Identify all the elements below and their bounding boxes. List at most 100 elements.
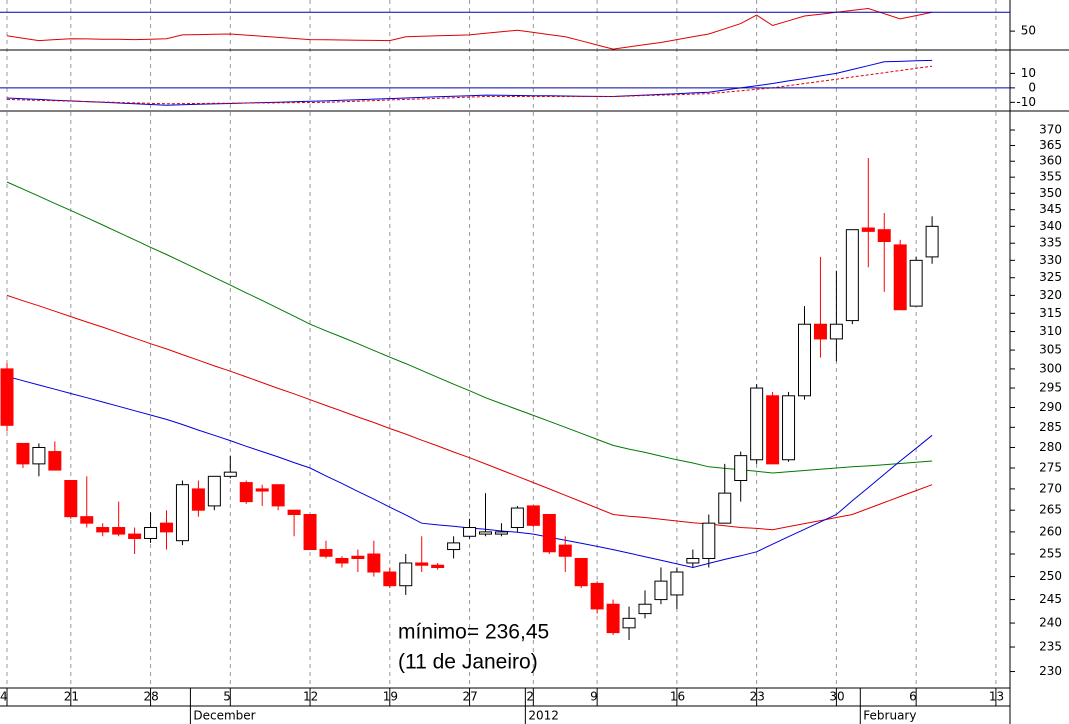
x-tick-label: 16 [670, 690, 685, 704]
y-tick-label: 335 [1039, 236, 1062, 250]
month-label: 2012 [528, 709, 559, 723]
candle-body [654, 580, 668, 601]
x-tick-label: 13 [989, 690, 1004, 704]
y-tick-label: 325 [1039, 270, 1062, 284]
candle-body [415, 562, 429, 566]
y-tick-label: 10 [1021, 66, 1036, 80]
month-label: December [193, 709, 255, 723]
candle-body [431, 564, 445, 568]
y-tick-label: 280 [1039, 440, 1062, 454]
y-tick-label: 340 [1039, 219, 1062, 233]
y-tick-label: 330 [1039, 253, 1062, 267]
y-tick-label: 260 [1039, 524, 1062, 538]
x-tick-label: 2 [526, 690, 534, 704]
y-tick-label: 250 [1039, 569, 1062, 583]
x-tick-label: 9 [590, 690, 598, 704]
candle-body [367, 553, 381, 573]
y-tick-label: 290 [1039, 400, 1062, 414]
candle-body [734, 455, 748, 481]
y-tick-label: 350 [1039, 186, 1062, 200]
candle-body [335, 557, 349, 564]
y-tick-label: 355 [1039, 170, 1062, 184]
candle-body [175, 484, 189, 542]
candle-body [383, 571, 397, 587]
candle-body [16, 442, 30, 465]
candle-body [239, 482, 253, 503]
candle-body [223, 471, 237, 477]
candle-body [718, 492, 732, 524]
candle-body [32, 446, 46, 465]
line-series [6, 65, 933, 105]
candle-body [686, 557, 700, 564]
candle-body [207, 475, 221, 507]
candle-body [510, 507, 524, 529]
candle-body [782, 395, 796, 461]
candle-body [144, 527, 158, 539]
candle-body [670, 571, 684, 596]
y-tick-label: -10 [1016, 95, 1036, 109]
x-tick-label: 6 [909, 690, 917, 704]
candle-body [798, 323, 811, 397]
candle-body [399, 562, 413, 587]
candle-body [877, 229, 891, 243]
candle-body [80, 516, 94, 524]
x-tick-label: 12 [303, 690, 318, 704]
candle-body [319, 549, 333, 557]
line-series [6, 7, 933, 50]
candle-body [925, 225, 939, 258]
grid-layer [6, 0, 997, 688]
y-tick-label: 370 [1039, 123, 1062, 137]
x-tick-label: 27 [463, 690, 478, 704]
candle-body [255, 488, 269, 492]
y-tick-label: 230 [1039, 664, 1062, 678]
line-series [6, 181, 933, 474]
candle-body [558, 544, 572, 557]
candle-body [638, 603, 652, 615]
x-tick-label: 21 [64, 690, 79, 704]
x-tick-label: 28 [144, 690, 159, 704]
y-tick-label: 285 [1039, 420, 1062, 434]
y-tick-label: 360 [1039, 154, 1062, 168]
candle-body [909, 259, 923, 307]
y-tick-label: 50 [1021, 24, 1036, 38]
candle-body [112, 527, 126, 535]
candle-body [893, 244, 907, 311]
candle-body [447, 542, 461, 551]
candle-body [590, 582, 604, 610]
y-tick-label: 265 [1039, 503, 1062, 517]
candle-body [287, 509, 301, 516]
candle-body [861, 227, 875, 232]
candle-body [191, 488, 205, 511]
candle-body [96, 527, 110, 533]
y-tick-label: 0 [1028, 80, 1036, 94]
x-tick-label: 4 [0, 690, 8, 704]
candle-body [622, 617, 636, 629]
candle-body [574, 557, 588, 587]
candle-body [702, 522, 716, 559]
y-tick-label: 300 [1039, 361, 1062, 375]
candle-body [494, 531, 508, 535]
candle-body [128, 533, 142, 539]
candle-body [48, 451, 62, 471]
y-tick-label: 275 [1039, 461, 1062, 475]
candle-body [526, 505, 540, 526]
y-tick-label: 365 [1039, 138, 1062, 152]
y-tick-label: 295 [1039, 381, 1062, 395]
y-tick-label: 235 [1039, 640, 1062, 654]
candle-body [606, 603, 620, 634]
x-tick-label: 23 [750, 690, 765, 704]
y-tick-label: 315 [1039, 306, 1062, 320]
month-label: February [863, 709, 916, 723]
line-series [6, 294, 933, 531]
candle-body [829, 323, 843, 340]
annotation: mínimo= 236,45 [398, 621, 549, 644]
candle-body [463, 527, 477, 537]
candle-body [766, 395, 780, 465]
x-tick-label: 5 [223, 690, 231, 704]
candle-body [0, 368, 14, 426]
y-tick-label: 255 [1039, 547, 1062, 561]
y-tick-label: 310 [1039, 324, 1062, 338]
line-series [6, 59, 933, 106]
